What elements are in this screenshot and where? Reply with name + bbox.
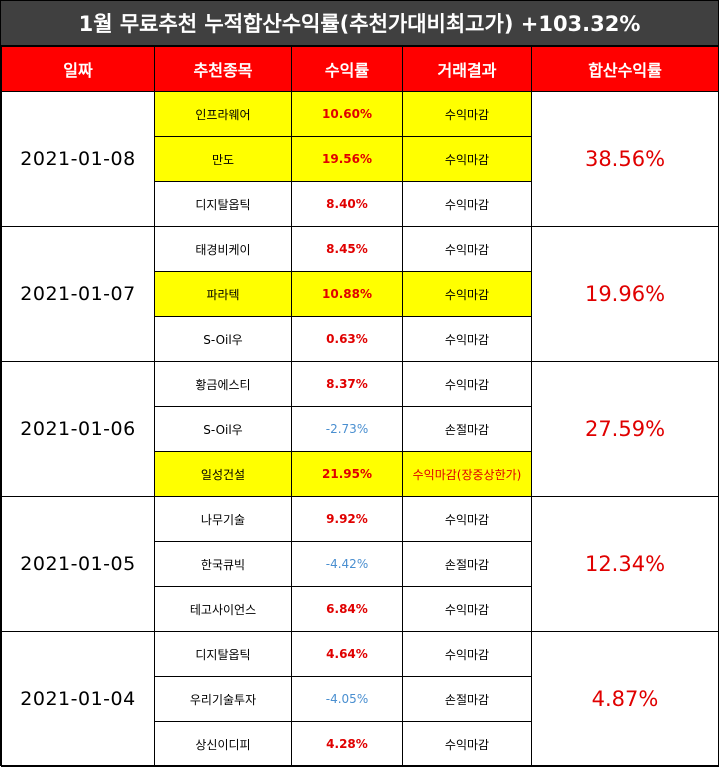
trade-result: 수익마감 — [402, 361, 532, 407]
trade-result: 수익마감 — [402, 586, 532, 632]
table-row: 디지탈옵틱 8.40% 수익마감 — [2, 181, 719, 227]
group-total: 38.56% — [531, 91, 719, 227]
trade-result: 수익마감(장중상한가) — [402, 451, 532, 497]
table-row: 일성건설 21.95% 수익마감(장중상한가) — [2, 451, 719, 497]
group-date: 2021-01-05 — [1, 496, 155, 632]
header-return: 수익률 — [291, 46, 403, 92]
trade-result: 손절마감 — [402, 676, 532, 722]
return-value: -4.42% — [291, 541, 403, 587]
trade-result: 손절마감 — [402, 406, 532, 452]
trade-result: 수익마감 — [402, 91, 532, 137]
stock-name: 한국큐빅 — [154, 541, 292, 587]
stock-name: 태경비케이 — [154, 226, 292, 272]
return-value: 21.95% — [291, 451, 403, 497]
return-value: 8.45% — [291, 226, 403, 272]
table-row: 2021-01-06 황금에스티 8.37% 수익마감 27.59% — [1, 361, 719, 497]
stock-name: 나무기술 — [154, 496, 292, 542]
return-value: 4.64% — [291, 631, 403, 677]
stock-name: 만도 — [154, 136, 292, 182]
page-title: 1월 무료추천 누적합산수익률(추천가대비최고가) +103.32% — [1, 1, 718, 46]
table-row: 만도 19.56% 수익마감 — [2, 136, 719, 182]
header-date: 일짜 — [1, 46, 155, 92]
group-date: 2021-01-07 — [1, 226, 155, 362]
group-date: 2021-01-04 — [1, 631, 155, 767]
group-total: 4.87% — [531, 631, 719, 767]
return-value: 8.37% — [291, 361, 403, 407]
return-value: 8.40% — [291, 181, 403, 227]
trade-result: 수익마감 — [402, 721, 532, 767]
trade-result: 수익마감 — [402, 136, 532, 182]
trade-result: 수익마감 — [402, 181, 532, 227]
return-value: -2.73% — [291, 406, 403, 452]
return-value: 4.28% — [291, 721, 403, 767]
stock-name: 파라텍 — [154, 271, 292, 317]
stock-name: 황금에스티 — [154, 361, 292, 407]
stock-name: 상신이디피 — [154, 721, 292, 767]
group-total: 19.96% — [531, 226, 719, 362]
group-date: 2021-01-06 — [1, 361, 155, 497]
table-row: 2021-01-04 디지탈옵틱 4.64% 수익마감 4.87% — [1, 631, 719, 767]
table-row: 파라텍 10.88% 수익마감 — [2, 271, 719, 317]
stock-name: 인프라웨어 — [154, 91, 292, 137]
return-value: 10.88% — [291, 271, 403, 317]
table-row: 2021-01-05 나무기술 9.92% 수익마감 12.34% — [1, 496, 719, 632]
stock-name: 일성건설 — [154, 451, 292, 497]
group-total: 12.34% — [531, 496, 719, 632]
table-row: S-Oil우 -2.73% 손절마감 — [2, 406, 719, 452]
header-stock: 추천종목 — [154, 46, 292, 92]
header-cumulative: 합산수익률 — [531, 46, 719, 92]
table-row: 상신이디피 4.28% 수익마감 — [2, 721, 719, 767]
table-row: S-Oil우 0.63% 수익마감 — [2, 316, 719, 362]
group-date: 2021-01-08 — [1, 91, 155, 227]
stock-name: 디지탈옵틱 — [154, 181, 292, 227]
table-row: 2021-01-08 인프라웨어 10.60% 수익마감 38.56% — [1, 91, 719, 227]
trade-result: 수익마감 — [402, 316, 532, 362]
group-total: 27.59% — [531, 361, 719, 497]
table-row: 2021-01-07 태경비케이 8.45% 수익마감 19.96% — [1, 226, 719, 362]
return-value: -4.05% — [291, 676, 403, 722]
returns-table: 일짜 추천종목 수익률 거래결과 합산수익률 2021-01-08 인프라웨어 … — [1, 46, 719, 767]
trade-result: 수익마감 — [402, 271, 532, 317]
stock-name: S-Oil우 — [154, 316, 292, 362]
table-row: 테고사이언스 6.84% 수익마감 — [2, 586, 719, 632]
header-result: 거래결과 — [402, 46, 532, 92]
trade-result: 손절마감 — [402, 541, 532, 587]
return-value: 10.60% — [291, 91, 403, 137]
return-value: 19.56% — [291, 136, 403, 182]
return-value: 6.84% — [291, 586, 403, 632]
stock-name: 우리기술투자 — [154, 676, 292, 722]
return-value: 0.63% — [291, 316, 403, 362]
stock-name: 디지탈옵틱 — [154, 631, 292, 677]
stock-name: S-Oil우 — [154, 406, 292, 452]
trade-result: 수익마감 — [402, 226, 532, 272]
table-header-row: 일짜 추천종목 수익률 거래결과 합산수익률 — [1, 46, 719, 92]
return-value: 9.92% — [291, 496, 403, 542]
trade-result: 수익마감 — [402, 496, 532, 542]
stock-name: 테고사이언스 — [154, 586, 292, 632]
trade-result: 수익마감 — [402, 631, 532, 677]
